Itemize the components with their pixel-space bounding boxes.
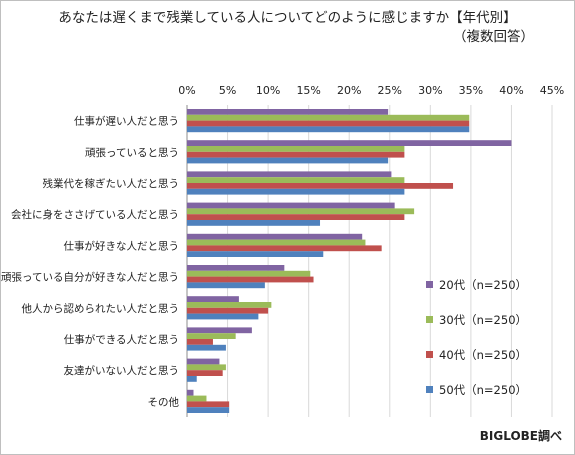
chart-title: あなたは遅くまで残業している人についてどのように感じますか【年代別】	[58, 10, 517, 26]
bar	[187, 370, 223, 376]
category-label: 頑張っている自分が好きな人だと思う	[1, 271, 179, 284]
bar	[187, 389, 194, 396]
category-label: 仕事ができる人だと思う	[64, 333, 179, 346]
bar	[187, 313, 259, 320]
x-tick-label: 20%	[337, 84, 361, 97]
bar	[187, 208, 415, 215]
legend-swatch	[426, 316, 433, 323]
x-tick-label: 15%	[296, 84, 320, 97]
category-label: 友達がいない人だと思う	[64, 364, 180, 377]
category-label: 仕事が遅い人だと思う	[74, 115, 179, 128]
bar	[187, 270, 311, 277]
x-tick-label: 45%	[540, 84, 564, 97]
bar	[187, 233, 363, 240]
bar	[187, 276, 314, 283]
bar	[187, 376, 197, 382]
bar	[187, 140, 512, 146]
bar	[187, 407, 230, 413]
bar	[187, 282, 265, 289]
bar	[187, 151, 405, 158]
legend-item: 20代（n=250）	[426, 267, 527, 302]
x-tick-label: 25%	[378, 84, 402, 97]
source-credit: BIGLOBE調べ	[479, 429, 562, 443]
bar	[187, 171, 392, 178]
bar	[187, 364, 226, 371]
bar	[187, 183, 454, 189]
bar	[187, 109, 389, 115]
x-tick-label: 0%	[178, 84, 195, 97]
bar	[187, 344, 226, 351]
bar	[187, 177, 405, 183]
bar	[187, 157, 389, 164]
bar	[187, 126, 470, 133]
x-tick-label: 35%	[459, 84, 483, 97]
category-label: その他	[148, 395, 180, 408]
x-tick-label: 10%	[256, 84, 280, 97]
legend-label: 20代（n=250）	[439, 277, 528, 292]
legend-label: 30代（n=250）	[439, 312, 528, 327]
bar	[187, 251, 324, 257]
bar	[187, 120, 470, 127]
chart-legend: 20代（n=250） 30代（n=250） 40代（n=250） 50代（n=250）	[426, 267, 527, 407]
category-label: 会社に身をささげている人だと思う	[11, 208, 179, 221]
legend-label: 50代（n=250）	[439, 382, 528, 397]
bar	[187, 401, 230, 408]
bar	[187, 307, 269, 314]
category-label: 仕事が好きな人だと思う	[64, 239, 180, 252]
bar	[187, 302, 272, 308]
legend-item: 50代（n=250）	[426, 372, 527, 407]
x-tick-label: 30%	[418, 84, 442, 97]
legend-swatch	[426, 386, 433, 393]
bar	[187, 333, 236, 339]
chart-subtitle: （複数回答）	[453, 29, 534, 45]
bar	[187, 220, 321, 226]
x-tick-label: 40%	[499, 84, 523, 97]
category-label: 他人から認められたい人だと思う	[22, 302, 180, 315]
bar	[187, 239, 366, 246]
bar	[187, 358, 220, 365]
bar	[187, 114, 470, 121]
bar	[187, 214, 405, 220]
bar	[187, 245, 382, 252]
legend-swatch	[426, 351, 433, 358]
x-tick-label: 5%	[219, 84, 236, 97]
bar	[187, 265, 285, 271]
bar	[187, 188, 405, 195]
legend-item: 40代（n=250）	[426, 337, 527, 372]
bar	[187, 339, 213, 345]
bar	[187, 202, 395, 209]
bar	[187, 327, 252, 334]
bar	[187, 395, 207, 402]
bar	[187, 296, 239, 302]
bar	[187, 146, 405, 152]
category-label: 残業代を稼ぎたい人だと思う	[43, 177, 180, 190]
legend-swatch	[426, 281, 433, 288]
legend-item: 30代（n=250）	[426, 302, 527, 337]
category-label: 頑張っていると思う	[85, 147, 179, 159]
legend-label: 40代（n=250）	[439, 347, 528, 362]
